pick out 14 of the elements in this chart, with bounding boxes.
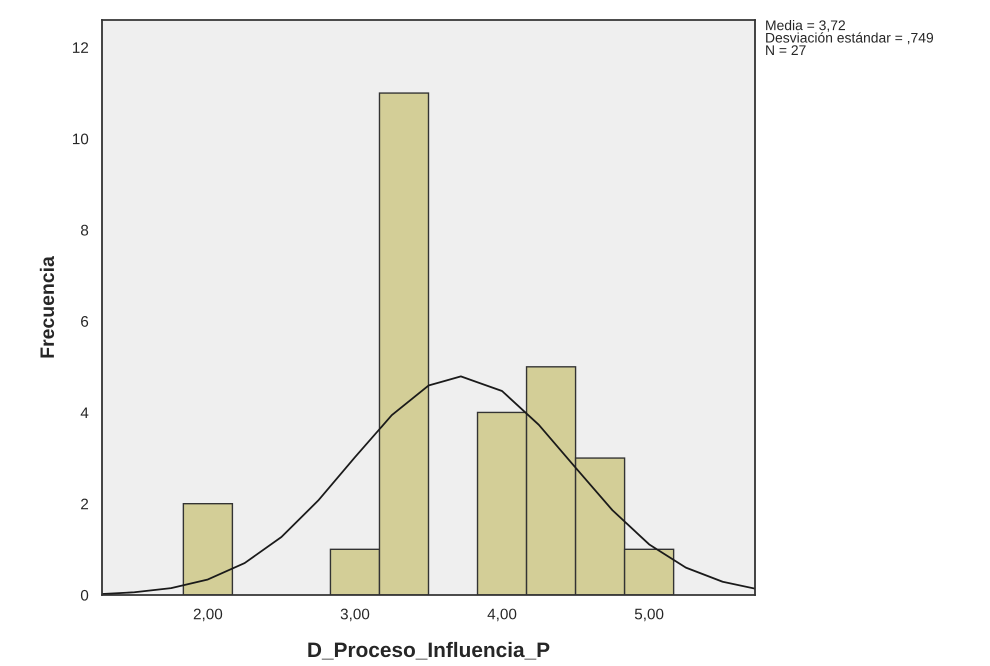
x-tick-label: 5,00 xyxy=(634,608,664,622)
y-axis-title: Frecuencia xyxy=(40,256,54,358)
y-tick-label: 8 xyxy=(80,224,88,236)
y-tick-label: 4 xyxy=(80,407,88,418)
x-tick-label: 4,00 xyxy=(488,608,516,622)
x-tick-label: 3,00 xyxy=(340,608,370,622)
y-tick-label: 12 xyxy=(72,42,88,53)
x-tick-label: 2,00 xyxy=(194,608,222,622)
x-axis-title: D_Proceso_Influencia_P xyxy=(308,642,550,660)
y-tick-label: 2 xyxy=(81,498,88,510)
y-tick-label: 10 xyxy=(72,134,88,144)
y-tick-label: 6 xyxy=(81,316,88,327)
y-tick-label: 0 xyxy=(80,590,88,601)
text: Media = 3,72 Desviación estándar = ,749 N = 27 xyxy=(766,20,934,55)
